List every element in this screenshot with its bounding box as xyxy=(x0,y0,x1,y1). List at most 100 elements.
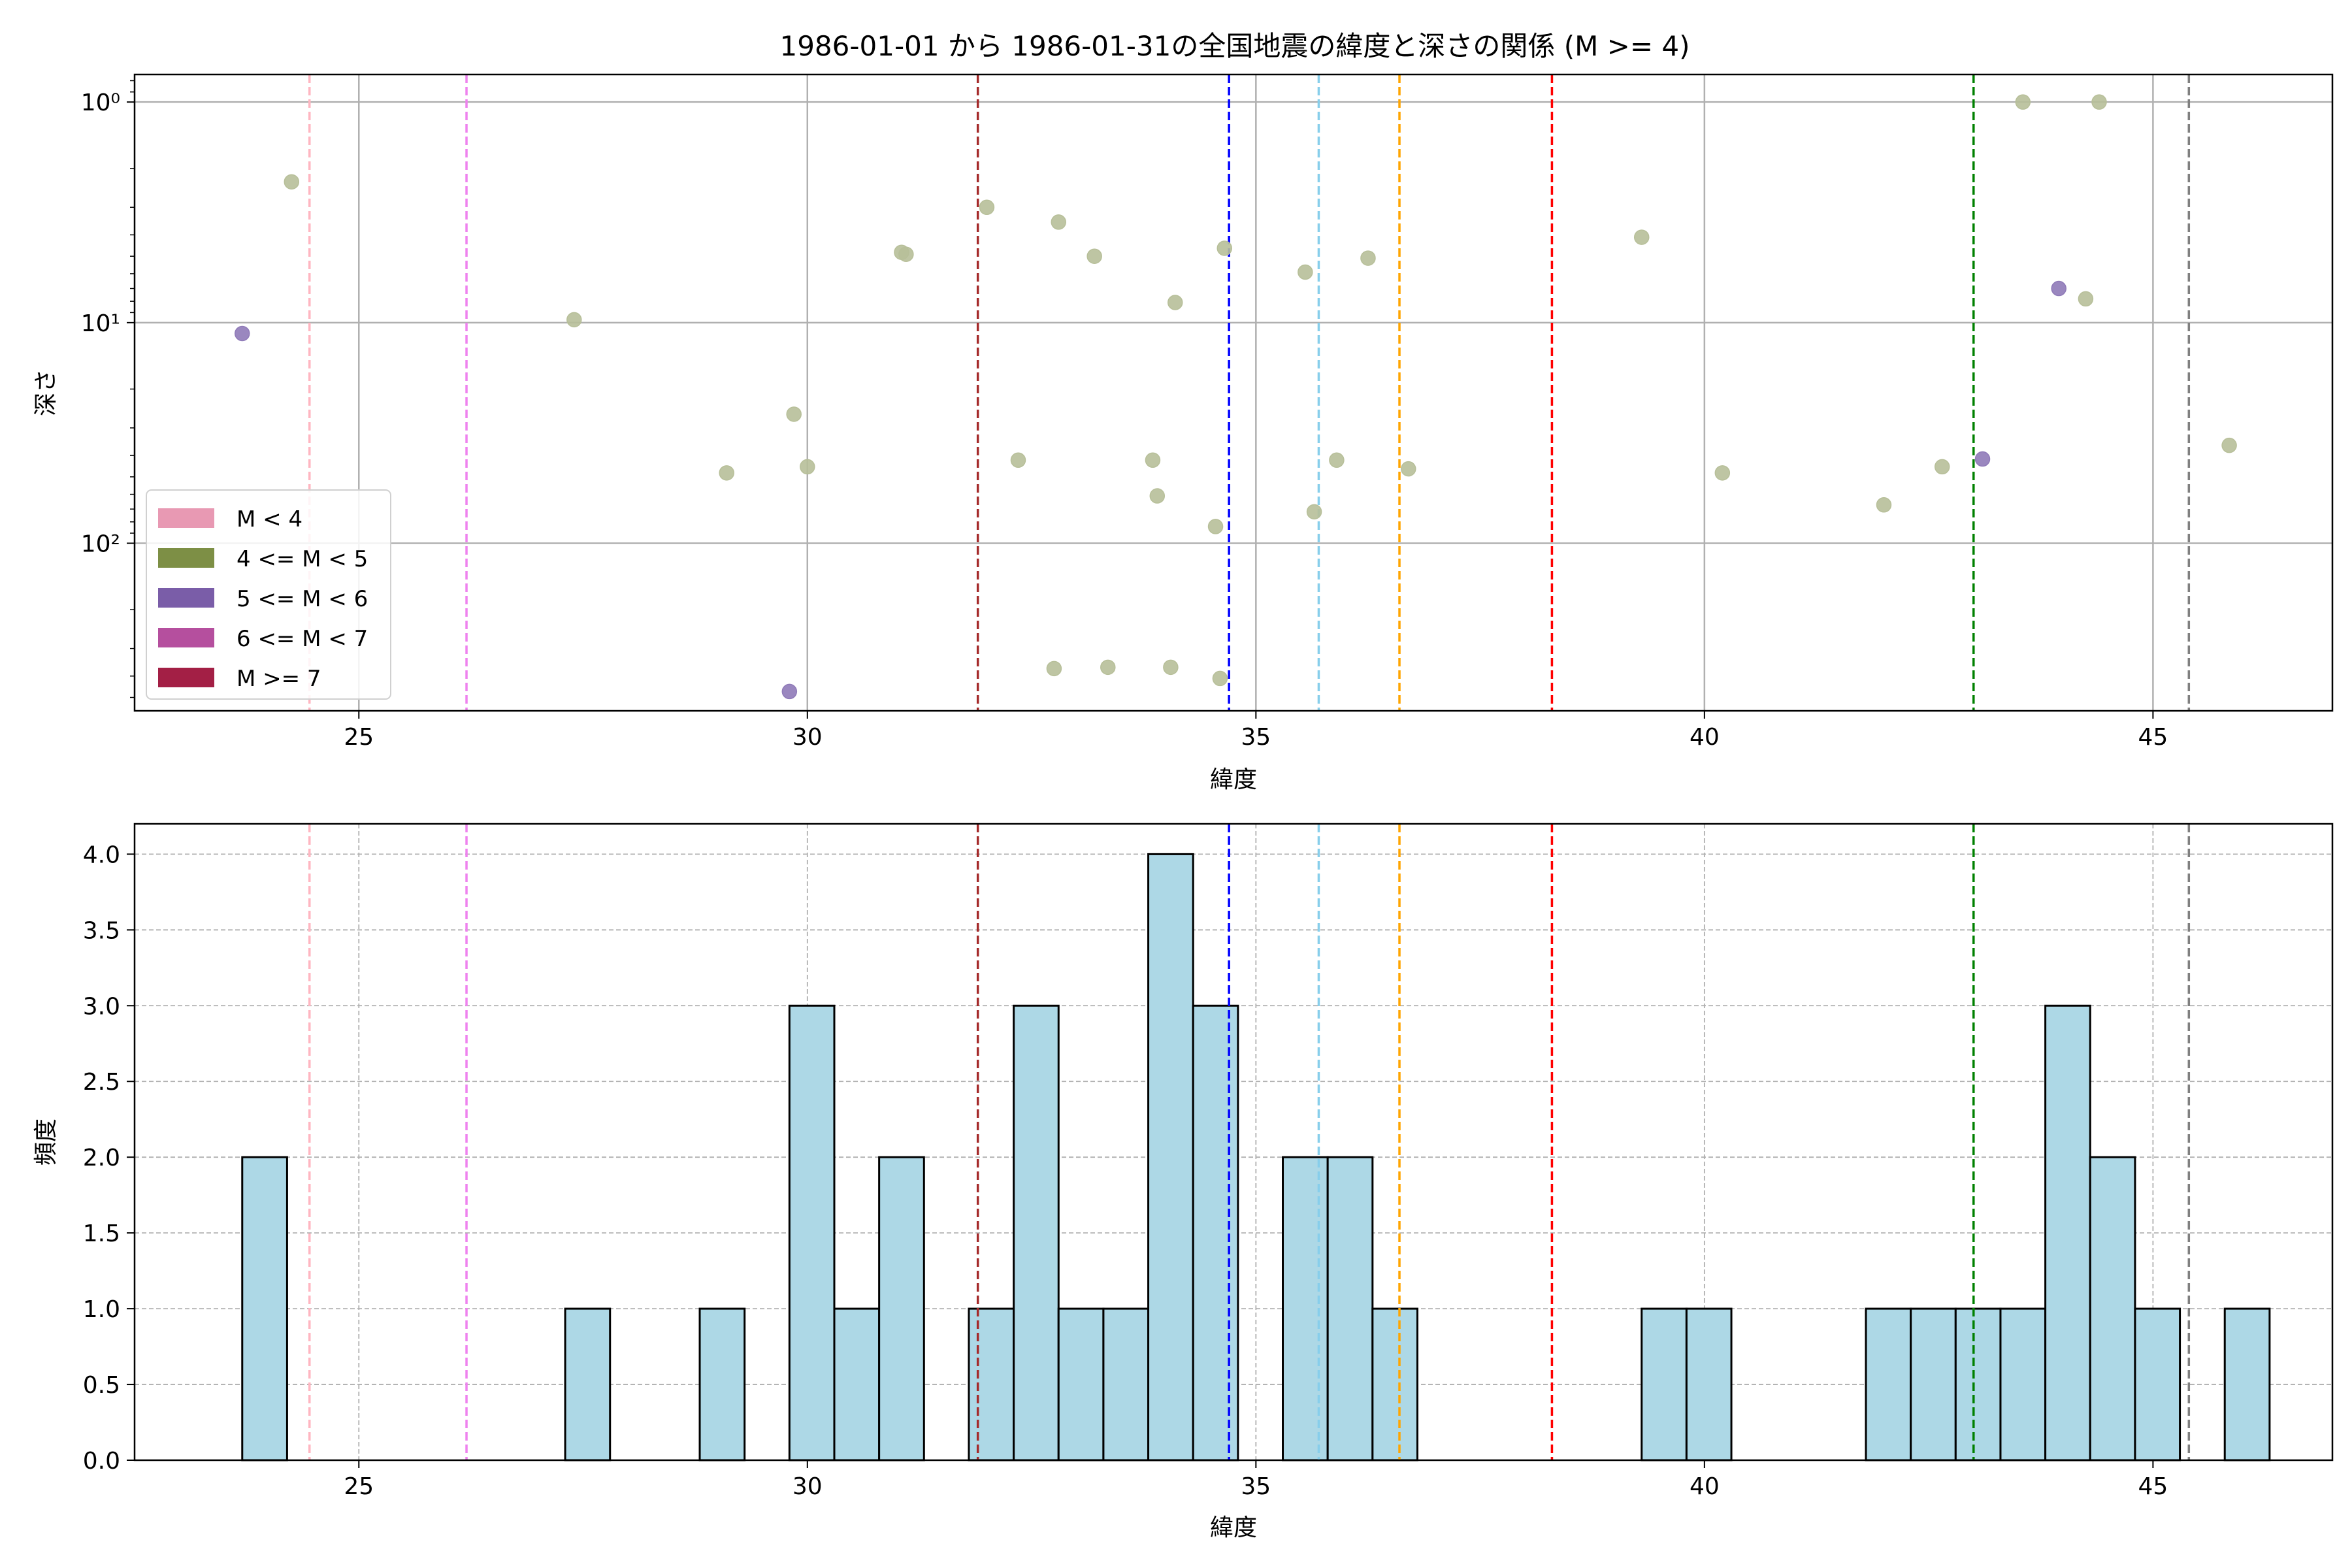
scatter-point xyxy=(2015,94,2031,110)
scatter-grid xyxy=(135,74,2332,711)
scatter-point xyxy=(1876,497,1892,513)
histogram-bar xyxy=(698,1307,746,1462)
scatter-plot-frame xyxy=(133,73,2334,712)
legend-label: M < 4 xyxy=(237,506,302,532)
histogram-y-tick-label: 3.0 xyxy=(83,993,120,1020)
legend-swatch xyxy=(158,588,214,608)
histogram-panel: 25 30 35 40 45 0.0 0.5 1.0 1.5 2.0 2.5 3.0 3.5 4.0 緯度… xyxy=(33,823,2334,1541)
histogram-bars xyxy=(241,853,2271,1462)
histogram-bar xyxy=(1057,1307,1105,1462)
scatter-point xyxy=(1298,264,1313,280)
histogram-x-tick-label: 40 xyxy=(1690,1473,1720,1500)
scatter-x-tick-label: 35 xyxy=(1241,724,1271,751)
histogram-bar xyxy=(2134,1307,2181,1462)
scatter-point xyxy=(786,406,802,422)
histogram-bar xyxy=(2044,1004,2091,1462)
histogram-bar xyxy=(1013,1004,1060,1462)
scatter-point xyxy=(1934,459,1950,475)
scatter-point xyxy=(1329,452,1345,468)
legend-swatch xyxy=(158,548,214,568)
scatter-point xyxy=(1163,659,1179,676)
histogram-bar xyxy=(241,1156,288,1462)
scatter-x-axis-label: 緯度 xyxy=(1210,766,1257,793)
legend-label: 5 <= M < 6 xyxy=(237,586,368,612)
scatter-point xyxy=(2221,437,2237,453)
histogram-y-tick-label: 4.0 xyxy=(83,841,120,868)
histogram-y-tick-label: 1.0 xyxy=(83,1296,120,1323)
histogram-y-tick-label: 1.5 xyxy=(83,1220,120,1247)
histogram-bar xyxy=(878,1156,925,1462)
scatter-ticks: 25 30 35 40 45 10⁰ 10¹ 10² xyxy=(81,80,2168,751)
legend-swatch xyxy=(158,508,214,528)
scatter-point xyxy=(979,199,995,216)
scatter-point xyxy=(1217,240,1233,256)
histogram-x-tick-label: 35 xyxy=(1241,1473,1271,1500)
histogram-y-axis-label: 頻度 xyxy=(33,1119,59,1166)
histogram-ticks: 25 30 35 40 45 0.0 0.5 1.0 1.5 2.0 2.5 3.0 3.5 4.0 xyxy=(83,841,2168,1500)
histogram-bar xyxy=(1641,1307,1688,1462)
scatter-point xyxy=(1010,452,1026,468)
histogram-bar xyxy=(564,1307,612,1462)
histogram-bar xyxy=(1192,1004,1239,1462)
histogram-bar xyxy=(1102,1307,1150,1462)
scatter-point xyxy=(1086,248,1102,264)
histogram-y-tick-label: 0.0 xyxy=(83,1448,120,1475)
histogram-bar xyxy=(1685,1307,1733,1462)
histogram-x-tick-label: 30 xyxy=(792,1473,823,1500)
histogram-bar xyxy=(2089,1156,2136,1462)
histogram-bar xyxy=(1954,1307,2002,1462)
scatter-point xyxy=(235,325,250,342)
scatter-y-tick-label: 10² xyxy=(81,531,120,557)
histogram-bar xyxy=(968,1307,1015,1462)
histogram-x-tick-label: 45 xyxy=(2138,1473,2168,1500)
legend: M < 4 4 <= M < 5 5 <= M < 6 6 <= M < 7 M >= … xyxy=(146,489,391,700)
scatter-point xyxy=(1714,465,1731,481)
histogram-bar xyxy=(1910,1307,1957,1462)
scatter-point xyxy=(1306,504,1322,520)
scatter-points xyxy=(235,94,2237,700)
histogram-bar xyxy=(1326,1156,1374,1462)
scatter-point xyxy=(1168,295,1183,310)
scatter-x-tick-label: 40 xyxy=(1690,724,1720,751)
histogram-x-axis-label: 緯度 xyxy=(1210,1514,1257,1541)
histogram-plot-frame xyxy=(133,823,2334,1462)
chart-title: 1986-01-01 から 1986-01-31の全国地震の緯度と深さの関係 (… xyxy=(779,30,1690,62)
histogram-bar xyxy=(1371,1307,1418,1462)
legend-swatch xyxy=(158,628,214,647)
scatter-y-tick-label: 10⁰ xyxy=(81,90,120,116)
histogram-y-tick-label: 0.5 xyxy=(83,1372,120,1399)
legend-label: 6 <= M < 7 xyxy=(237,626,368,652)
histogram-bar xyxy=(1147,853,1194,1462)
histogram-bar xyxy=(788,1004,836,1462)
scatter-x-tick-label: 30 xyxy=(792,724,823,751)
scatter-point xyxy=(1145,452,1161,468)
scatter-point xyxy=(2091,94,2107,110)
histogram-bar xyxy=(833,1307,881,1462)
scatter-point xyxy=(1360,250,1376,266)
legend-label: 4 <= M < 5 xyxy=(237,546,368,572)
scatter-point xyxy=(1207,519,1224,534)
scatter-point xyxy=(2051,280,2066,297)
scatter-point xyxy=(800,459,815,475)
legend-swatch xyxy=(158,668,214,687)
histogram-y-tick-label: 3.5 xyxy=(83,917,120,944)
scatter-point xyxy=(284,174,300,190)
scatter-point xyxy=(1212,670,1228,687)
scatter-point xyxy=(1149,488,1166,504)
histogram-bar xyxy=(1999,1307,2047,1462)
histogram-bar xyxy=(1865,1307,1912,1462)
scatter-point xyxy=(781,683,798,700)
scatter-point xyxy=(1974,451,1991,467)
scatter-point xyxy=(566,312,582,328)
scatter-point xyxy=(898,246,914,262)
scatter-x-tick-label: 25 xyxy=(344,724,374,751)
histogram-x-tick-label: 25 xyxy=(344,1473,374,1500)
legend-label: M >= 7 xyxy=(237,666,321,692)
histogram-bar xyxy=(2223,1307,2271,1462)
histogram-y-tick-label: 2.0 xyxy=(83,1145,120,1171)
histogram-y-tick-label: 2.5 xyxy=(83,1069,120,1096)
scatter-point xyxy=(719,465,734,481)
scatter-point xyxy=(1051,214,1067,230)
scatter-y-tick-label: 10¹ xyxy=(81,310,120,337)
